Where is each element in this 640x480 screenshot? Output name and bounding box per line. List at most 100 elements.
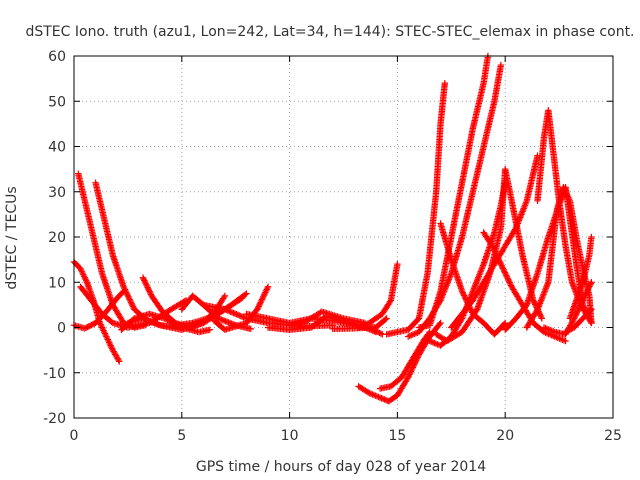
y-tick-label: 10 — [48, 275, 66, 291]
data-point-marker — [491, 248, 499, 255]
data-point-marker — [79, 270, 86, 277]
series-track — [75, 170, 149, 331]
data-point-marker — [221, 306, 229, 313]
data-point-marker — [223, 306, 230, 314]
data-point-marker — [490, 245, 497, 253]
data-point-marker — [491, 247, 498, 254]
data-point-marker — [376, 329, 383, 336]
data-point-marker — [379, 395, 387, 403]
data-point-marker — [507, 280, 514, 288]
data-point-marker — [221, 292, 229, 300]
data-point-marker — [121, 284, 128, 292]
data-point-marker — [82, 276, 89, 283]
data-point-marker — [462, 295, 469, 302]
data-point-marker — [377, 330, 385, 337]
data-point-marker — [161, 315, 168, 322]
data-point-marker — [580, 294, 588, 301]
series-track — [200, 301, 336, 330]
data-point-marker — [141, 278, 149, 286]
data-point-marker — [494, 253, 501, 261]
data-point-marker — [497, 260, 505, 268]
y-axis-label: dSTEC / TECUs — [4, 186, 20, 289]
data-point-marker — [441, 79, 449, 87]
data-point-marker — [226, 308, 233, 315]
data-point-marker — [576, 304, 583, 311]
data-point-marker — [562, 337, 569, 345]
data-point-marker — [106, 340, 114, 348]
series-track — [376, 328, 433, 392]
data-point-marker — [436, 298, 443, 305]
data-point-marker — [409, 364, 417, 371]
data-point-marker — [588, 306, 595, 313]
data-point-marker — [78, 268, 86, 275]
data-point-marker — [257, 299, 264, 306]
data-point-marker — [496, 258, 503, 265]
data-point-marker — [80, 273, 88, 280]
data-point-marker — [108, 345, 116, 352]
data-point-marker — [533, 307, 540, 314]
data-point-marker — [562, 188, 569, 195]
data-point-marker — [261, 290, 268, 298]
data-point-marker — [587, 307, 594, 314]
data-point-marker — [126, 296, 133, 303]
data-point-marker — [588, 233, 595, 241]
y-tick-label: 0 — [57, 321, 66, 337]
data-point-marker — [238, 313, 246, 320]
data-point-marker — [100, 328, 108, 336]
data-point-marker — [560, 185, 568, 192]
x-axis-label: GPS time / hours of day 028 of year 2014 — [196, 459, 486, 475]
data-point-marker — [123, 289, 130, 296]
data-point-marker — [258, 297, 265, 305]
data-point-marker — [578, 299, 585, 307]
data-point-marker — [425, 330, 433, 337]
data-point-marker — [458, 288, 466, 295]
data-point-marker — [576, 302, 584, 310]
data-point-marker — [264, 284, 271, 292]
data-point-marker — [500, 266, 507, 274]
data-point-marker — [264, 283, 272, 290]
series-track — [566, 233, 595, 322]
data-point-marker — [582, 290, 590, 297]
data-point-marker — [575, 305, 583, 312]
data-point-marker — [586, 283, 593, 290]
data-point-marker — [460, 290, 467, 298]
data-point-marker — [505, 277, 513, 285]
data-point-marker — [121, 286, 129, 293]
data-point-marker — [108, 343, 115, 351]
data-point-marker — [537, 313, 545, 321]
data-point-marker — [258, 296, 266, 303]
data-point-marker — [382, 316, 389, 323]
series-track — [437, 220, 509, 338]
y-tick-label: -10 — [43, 366, 66, 382]
data-point-marker — [561, 187, 569, 194]
data-point-marker — [369, 325, 376, 333]
data-point-marker — [143, 282, 151, 290]
data-point-marker — [242, 291, 249, 298]
data-point-marker — [102, 331, 109, 339]
data-point-marker — [231, 310, 239, 317]
data-point-marker — [234, 311, 242, 319]
data-point-marker — [584, 286, 592, 293]
data-point-marker — [97, 321, 104, 328]
data-point-marker — [129, 301, 136, 309]
data-point-marker — [374, 328, 382, 336]
data-point-marker — [436, 321, 443, 328]
data-point-marker — [164, 316, 171, 324]
data-point-marker — [255, 303, 262, 310]
data-point-marker — [122, 287, 129, 295]
data-point-marker — [531, 299, 538, 307]
data-point-marker — [220, 293, 228, 301]
series-track — [355, 260, 401, 331]
data-point-marker — [243, 290, 250, 297]
data-point-marker — [493, 251, 500, 258]
data-point-marker — [260, 292, 268, 299]
data-point-marker — [141, 277, 148, 284]
data-point-marker — [81, 274, 88, 281]
data-point-marker — [500, 320, 508, 328]
data-point-marker — [534, 152, 541, 159]
data-point-marker — [507, 282, 515, 289]
data-point-marker — [588, 319, 595, 327]
data-point-marker — [495, 255, 502, 262]
data-point-marker — [107, 342, 114, 349]
data-point-marker — [492, 249, 499, 257]
